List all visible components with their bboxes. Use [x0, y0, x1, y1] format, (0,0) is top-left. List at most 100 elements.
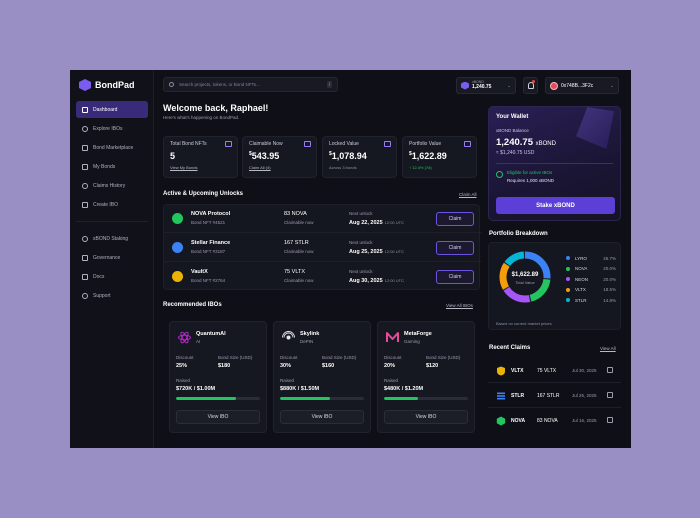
app-name: BondPad: [95, 80, 135, 90]
plus-icon: [82, 201, 88, 208]
ibo-card-quantumai[interactable]: QuantumAI AI Discount Bond Size (USD) 25…: [169, 321, 267, 433]
folder-icon: [225, 141, 232, 147]
eligibility-status: Eligible for active IBOs: [507, 170, 553, 175]
external-link-icon[interactable]: [607, 367, 613, 373]
search-icon: [169, 82, 174, 87]
donut-slice-nova: [529, 278, 551, 302]
sidebar-item-create-ibo[interactable]: Create IBO: [76, 196, 148, 213]
wallet-button[interactable]: 0x748B...3F2c ⌄: [545, 77, 619, 94]
wallet-avatar: [550, 81, 558, 90]
notifications-button[interactable]: [523, 77, 538, 94]
xbond-label: xBOND: [472, 80, 484, 85]
view-all-ibos-link[interactable]: View All IBOs: [446, 303, 473, 308]
chart-icon: [464, 141, 471, 147]
external-link-icon[interactable]: [607, 417, 613, 423]
portfolio-total: $1,622.89: [511, 272, 539, 278]
legend-percent: 26.7%: [603, 255, 616, 261]
stake-xbond-button[interactable]: Stake xBOND: [496, 197, 615, 214]
unlocks-claim-all-link[interactable]: Claim All: [459, 192, 477, 197]
folder-icon: [82, 163, 88, 170]
notification-dot: [532, 80, 535, 83]
sidebar-item-xbond-staking[interactable]: xBOND Staking: [76, 230, 148, 247]
satellite-icon: [282, 331, 295, 340]
legend-item-stlr: STLR 14.8%: [566, 295, 616, 306]
claim-all-link[interactable]: Claim All (4): [249, 165, 271, 170]
compass-icon: [82, 125, 88, 132]
legend-percent: 18.5%: [603, 287, 616, 293]
legend-percent: 14.8%: [603, 297, 616, 303]
portfolio-breakdown: $1,622.89 Total Value LYRO 26.7% NOVA 20.0%…: [488, 242, 621, 330]
vote-icon: [82, 254, 88, 261]
legend-swatch: [566, 277, 570, 282]
portfolio-title: Portfolio Breakdown: [489, 231, 548, 237]
sidebar-item-governance[interactable]: Governance: [76, 249, 148, 266]
progress-fill: [280, 397, 330, 400]
donut-slice-neon: [503, 286, 531, 303]
logo[interactable]: BondPad: [79, 79, 135, 91]
page-subtitle: Here's what's happening on BondPad.: [163, 115, 240, 120]
donut-slice-stlr: [504, 251, 525, 267]
ibo-card-metaforge[interactable]: MetaForge Gaming Discount Bond Size (USD…: [377, 321, 475, 433]
bell-icon: [528, 82, 534, 89]
welcome-header: Welcome back, Raphael! Here's what's hap…: [163, 103, 268, 120]
unlocks-list: NOVA Protocol Bond NFT #4521 83 NOVA Cla…: [163, 204, 481, 291]
view-ibo-button[interactable]: View IBO: [176, 410, 260, 424]
grid-icon: [82, 106, 88, 113]
sidebar-item-docs[interactable]: Docs: [76, 268, 148, 285]
claim-button[interactable]: Claim: [436, 241, 474, 255]
view-my-bonds-link[interactable]: View My Bonds: [170, 165, 198, 170]
search-shortcut: /: [326, 81, 332, 88]
progress-bar: [280, 397, 364, 400]
legend-percent: 20.0%: [603, 266, 616, 272]
view-ibo-button[interactable]: View IBO: [280, 410, 364, 424]
ibos-title: Recommended IBOs: [163, 302, 222, 308]
sidebar-item-dashboard[interactable]: Dashboard: [76, 101, 148, 118]
list-item: NOVA 83 NOVA Jul 16, 2025: [488, 409, 621, 433]
list-item: STLR 167 STLR Jul 25, 2025: [488, 384, 621, 408]
sidebar-item-my-bonds[interactable]: My Bonds: [76, 158, 148, 175]
vaultx-token-icon: [172, 271, 183, 282]
stat-locked-value: Locked Value $1,078.94 Across 3 bonds: [322, 136, 397, 178]
claim-button[interactable]: Claim: [436, 212, 474, 226]
sidebar-item-support[interactable]: Support: [76, 287, 148, 304]
legend-label: STLR: [575, 297, 587, 303]
primary-nav: Dashboard Explore IBOs Bond Marketplace …: [76, 101, 148, 306]
stellar-token-icon: [172, 242, 183, 253]
wallet-address: 0x748B...3F2c: [561, 82, 594, 89]
progress-bar: [176, 397, 260, 400]
donut-slice-vltx: [499, 262, 510, 290]
progress-fill: [384, 397, 418, 400]
legend-percent: 20.0%: [603, 276, 616, 282]
clock-icon: [82, 182, 88, 189]
xbond-balance-pill[interactable]: xBOND 1,240.75 ⌄: [456, 77, 516, 94]
atom-icon: [178, 331, 191, 344]
table-row: VaultX Bond NFT #2764 75 VLTX Claimable …: [164, 263, 481, 291]
sidebar-item-bond-marketplace[interactable]: Bond Marketplace: [76, 139, 148, 156]
view-ibo-button[interactable]: View IBO: [384, 410, 468, 424]
lock-icon: [384, 141, 391, 147]
claim-button[interactable]: Claim: [436, 270, 474, 284]
external-link-icon[interactable]: [607, 392, 613, 398]
store-icon: [82, 144, 88, 151]
sidebar-item-claims-history[interactable]: Claims History: [76, 177, 148, 194]
bondpad-logo-icon: [79, 79, 91, 91]
legend-item-neon: NEON 20.0%: [566, 274, 616, 285]
view-all-claims-link[interactable]: View All: [600, 346, 616, 351]
legend-item-vltx: VLTX 18.5%: [566, 285, 616, 296]
wallet-card: Your Wallet xBOND Balance 1,240.75 xBOND…: [488, 106, 621, 221]
nova-token-icon: [172, 213, 183, 224]
search-input[interactable]: Search projects, tokens, or Bond NFTs...: [179, 82, 260, 87]
search-box[interactable]: Search projects, tokens, or Bond NFTs...…: [163, 77, 338, 92]
portfolio-legend: LYRO 26.7% NOVA 20.0% NEON 20.0% VLTX 18.5% STLR…: [566, 253, 616, 306]
sidebar-item-explore-ibos[interactable]: Explore IBOs: [76, 120, 148, 137]
table-row: Stellar Finance Bond NFT #3187 167 STLR …: [164, 234, 481, 262]
xbond-icon: [461, 81, 469, 90]
legend-label: NEON: [575, 276, 589, 282]
page-title: Welcome back, Raphael!: [163, 103, 269, 113]
ibo-card-skylink[interactable]: Skylink DePIN Discount Bond Size (USD) 3…: [273, 321, 371, 433]
check-icon: [304, 141, 311, 147]
xbond-value: 1,240.75: [472, 83, 492, 90]
sidebar-divider: [76, 221, 148, 222]
app-window: BondPad Dashboard Explore IBOs Bond Mark…: [70, 70, 631, 448]
vltx-token-icon: [497, 366, 505, 376]
